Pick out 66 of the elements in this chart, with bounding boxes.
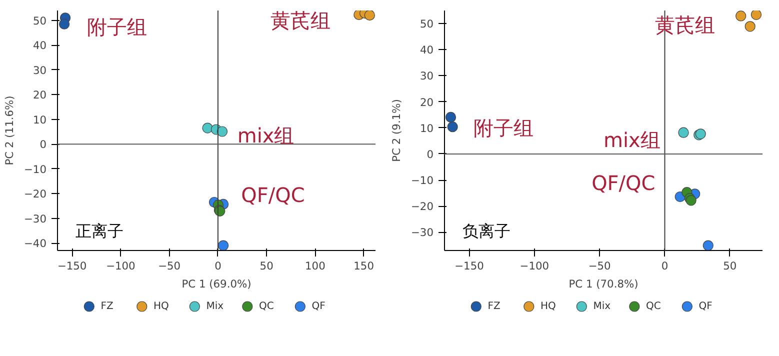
x-tick-label: 150 bbox=[354, 260, 374, 272]
point bbox=[736, 10, 746, 22]
legend-label: Mix bbox=[593, 301, 611, 312]
y-tick-label: 40 bbox=[420, 44, 434, 57]
legend-label: QF bbox=[312, 301, 326, 312]
legend-label: FZ bbox=[488, 301, 501, 312]
legend-label: QC bbox=[646, 301, 661, 312]
annotation: 黄芪组 bbox=[270, 8, 330, 32]
y-tick-label: −30 bbox=[411, 226, 434, 240]
text: 负离子 bbox=[462, 222, 510, 240]
y-tick-label: 20 bbox=[420, 96, 434, 109]
y-tick-label: 30 bbox=[420, 70, 434, 83]
point bbox=[216, 126, 228, 137]
legend-label: QC bbox=[259, 301, 274, 312]
x-axis-title: PC 1 (70.8%) bbox=[568, 278, 638, 290]
point bbox=[678, 127, 689, 138]
y-tick-label: −10 bbox=[24, 162, 47, 176]
x-tick-label: 0 bbox=[661, 260, 668, 272]
y-tick-label: 30 bbox=[32, 64, 47, 77]
y-tick-label: −40 bbox=[24, 237, 47, 250]
y-tick-label: 50 bbox=[420, 18, 434, 31]
x-tick-label: −50 bbox=[588, 260, 612, 272]
y-tick-label: 40 bbox=[32, 39, 47, 52]
x-tick-label: −100 bbox=[106, 260, 136, 272]
y-axis-title: PC 2 (9.1%) bbox=[390, 99, 404, 162]
annotation: 附子组 bbox=[86, 15, 147, 40]
y-tick-label: −10 bbox=[411, 174, 434, 188]
y-tick-label: 20 bbox=[32, 88, 47, 102]
annotation: QF/QC bbox=[241, 182, 305, 207]
annotation: QF/QC bbox=[592, 171, 656, 196]
y-tick-label: 0 bbox=[40, 138, 47, 152]
annotation: mix组 bbox=[603, 128, 660, 152]
y-tick-label: 10 bbox=[32, 113, 47, 126]
y-tick-label: −20 bbox=[24, 188, 47, 201]
x-tick-label: 50 bbox=[723, 260, 737, 272]
y-axis-title: PC 2 (11.6%) bbox=[3, 96, 16, 166]
x-axis-title: PC 1 (69.0%) bbox=[182, 278, 252, 290]
point bbox=[364, 10, 375, 20]
point bbox=[218, 240, 229, 250]
y-tick-label: 0 bbox=[426, 148, 434, 161]
point bbox=[59, 18, 70, 30]
y-tick-label: 50 bbox=[32, 14, 47, 28]
legend-label: HQ bbox=[540, 301, 556, 312]
y-tick-label: 10 bbox=[420, 122, 434, 135]
point bbox=[202, 122, 213, 134]
annotation: 附子组 bbox=[474, 116, 534, 140]
x-tick-label: −150 bbox=[57, 260, 87, 272]
x-tick-label: 100 bbox=[305, 260, 326, 272]
legend-label: FZ bbox=[100, 301, 114, 312]
x-tick-label: −150 bbox=[454, 260, 484, 272]
point bbox=[750, 10, 762, 20]
x-tick-label: 0 bbox=[214, 260, 222, 272]
y-tick-label: −30 bbox=[24, 212, 47, 226]
text: 正离子 bbox=[76, 222, 124, 240]
x-tick-label: 50 bbox=[260, 260, 274, 272]
x-tick-label: −50 bbox=[158, 260, 181, 272]
y-tick-label: −20 bbox=[411, 200, 434, 214]
annotation: mix组 bbox=[237, 124, 294, 148]
legend-label: QF bbox=[698, 301, 713, 312]
legend-label: Mix bbox=[206, 301, 224, 312]
point bbox=[445, 112, 456, 122]
legend-label: HQ bbox=[154, 301, 170, 312]
point bbox=[744, 21, 756, 32]
point bbox=[447, 122, 458, 132]
x-tick-label: −100 bbox=[520, 260, 550, 272]
point bbox=[702, 240, 714, 250]
